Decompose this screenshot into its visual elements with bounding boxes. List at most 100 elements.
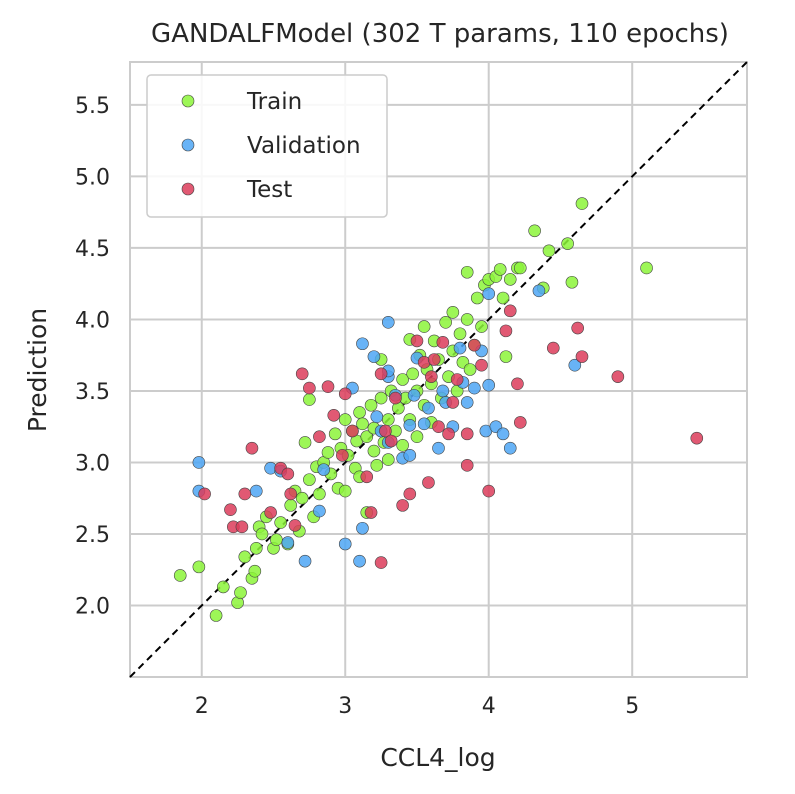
data-point [303, 473, 316, 486]
data-point [384, 434, 398, 448]
legend-label: Test [246, 177, 292, 203]
y-axis-label: Prediction [23, 308, 52, 432]
y-tick-label: 4.0 [75, 308, 110, 333]
data-point [198, 487, 211, 501]
data-point [546, 341, 560, 355]
data-point [303, 381, 316, 395]
data-point [446, 305, 460, 319]
data-point [374, 391, 388, 405]
data-point [192, 560, 206, 574]
y-tick-label: 3.0 [75, 451, 110, 476]
data-point [374, 367, 388, 381]
data-point [396, 499, 409, 512]
data-point [396, 373, 409, 386]
data-point [234, 586, 247, 599]
legend: Train Validation Test [146, 74, 388, 218]
data-point [496, 291, 510, 305]
data-point [442, 427, 455, 441]
data-point [439, 316, 452, 329]
grid-lines [130, 62, 747, 677]
data-point [450, 373, 464, 386]
data-point [511, 377, 524, 391]
data-point [690, 431, 704, 445]
data-point [346, 424, 359, 438]
data-point [406, 367, 419, 381]
data-point [407, 388, 421, 402]
data-point [381, 453, 395, 466]
data-point [460, 265, 474, 279]
data-point [575, 197, 589, 210]
data-point [432, 420, 445, 434]
data-point [238, 487, 252, 501]
data-point [192, 456, 206, 469]
data-point [422, 476, 435, 489]
data-point [338, 413, 352, 426]
data-point [356, 521, 369, 535]
data-point [499, 350, 513, 363]
chart-title: GANDALFModel (302 T params, 110 epochs) [151, 19, 729, 49]
data-point [235, 520, 249, 534]
data-point [468, 381, 481, 395]
data-point [460, 313, 474, 326]
data-point [338, 387, 352, 401]
y-tick-label: 2.5 [75, 523, 110, 548]
data-point [446, 396, 460, 409]
data-point [422, 401, 435, 415]
data-point [295, 367, 309, 381]
data-point [575, 350, 589, 363]
plot-frame [129, 61, 748, 678]
data-point [353, 554, 366, 568]
data-point [209, 609, 223, 622]
data-point [503, 273, 517, 286]
data-point [453, 341, 467, 355]
data-point [503, 304, 517, 318]
data-point [313, 487, 326, 501]
legend-label: Validation [247, 133, 361, 159]
data-point [281, 536, 295, 549]
x-axis-label: CCL4_log [380, 743, 495, 772]
data-point [561, 237, 574, 250]
data-point [417, 320, 431, 333]
x-tick-label: 2 [195, 694, 209, 719]
x-tick-label: 3 [338, 694, 352, 719]
data-point [568, 358, 582, 372]
data-point [295, 491, 309, 505]
data-point [565, 275, 579, 289]
data-point [270, 533, 283, 546]
y-tick-labels: 2.0 2.5 3.0 3.5 4.0 4.5 5.0 5.5 [75, 94, 110, 620]
data-point [427, 353, 441, 366]
data-point [503, 441, 517, 455]
data-point [425, 370, 438, 383]
data-point [364, 506, 378, 519]
data-point [403, 418, 417, 432]
data-point [374, 556, 388, 569]
data-point [417, 417, 431, 431]
data-point [403, 487, 417, 501]
data-point [389, 391, 402, 405]
data-point [298, 554, 312, 568]
data-point [482, 484, 496, 498]
data-point [513, 416, 527, 429]
data-point [249, 541, 263, 555]
data-point [328, 427, 342, 441]
data-point [338, 537, 352, 551]
data-point [321, 446, 335, 459]
legend-marker [181, 138, 195, 152]
data-point [532, 284, 546, 298]
data-point [317, 463, 331, 476]
data-point [284, 499, 298, 512]
data-point [364, 398, 378, 412]
data-point [360, 430, 374, 444]
data-point [475, 320, 488, 333]
data-point [482, 378, 496, 392]
data-point [224, 503, 237, 516]
data-point [453, 327, 467, 341]
y-tick-label: 5.5 [75, 94, 110, 119]
legend-label: Train [246, 89, 302, 115]
data-point [463, 363, 477, 376]
x-tick-label: 5 [625, 694, 639, 719]
data-point [528, 224, 541, 238]
y-tick-label: 2.0 [75, 594, 110, 619]
data-point [303, 393, 316, 406]
